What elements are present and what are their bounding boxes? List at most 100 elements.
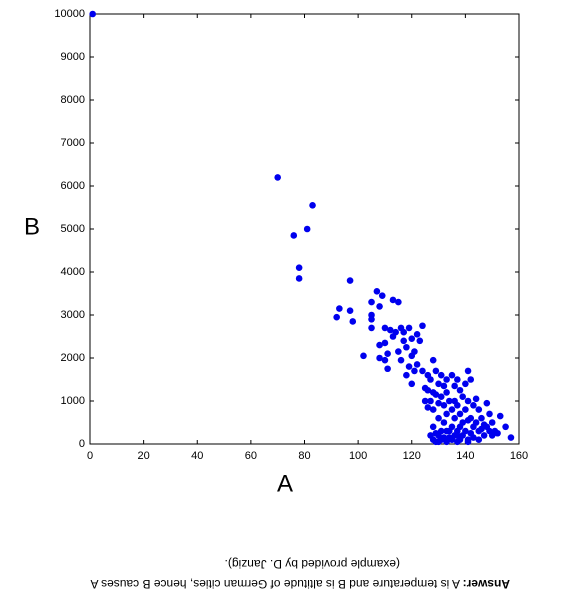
point [448, 406, 456, 413]
point [494, 429, 501, 437]
point [462, 406, 469, 413]
y-tick-label: 4000 [61, 266, 85, 278]
point [346, 307, 354, 315]
point [413, 361, 421, 368]
point [290, 232, 298, 239]
point [336, 305, 343, 312]
point [400, 337, 408, 345]
x-tick-label: 80 [298, 450, 310, 462]
point [454, 376, 461, 383]
x-tick-label: 140 [456, 450, 474, 462]
point [448, 423, 456, 431]
point [486, 410, 493, 418]
point [376, 354, 383, 362]
y-tick-label: 0 [79, 438, 85, 450]
point [478, 414, 485, 422]
point [378, 292, 386, 299]
point [405, 324, 413, 332]
caption: Answer: A is temperature and B is altitu… [90, 557, 510, 591]
point [408, 380, 416, 388]
point [360, 352, 367, 360]
point [451, 382, 458, 390]
answer: Answer: A is temperature and B is altitu… [90, 577, 510, 591]
point [437, 427, 445, 435]
point [427, 397, 434, 405]
point [368, 298, 375, 306]
point [462, 427, 469, 435]
point [376, 341, 383, 349]
point [408, 335, 416, 342]
point [440, 402, 448, 409]
point [397, 356, 405, 364]
y-tick-label: 3000 [61, 309, 85, 321]
point [451, 414, 458, 422]
point [443, 389, 450, 396]
point [419, 322, 426, 330]
point [349, 318, 357, 325]
point [395, 348, 402, 355]
x-axis-label: A [277, 470, 293, 497]
point [403, 371, 410, 379]
point [496, 412, 504, 420]
y-tick-label: 8000 [61, 94, 85, 106]
point [432, 367, 440, 375]
point [400, 328, 408, 336]
answer-label: Answer: [463, 577, 510, 591]
point [427, 432, 434, 439]
y-tick-label: 5000 [61, 223, 85, 235]
point [437, 371, 445, 379]
credit: (example provided by D. Janzig). [225, 557, 400, 571]
x-tick-label: 20 [138, 450, 150, 462]
point [456, 386, 464, 394]
point [432, 438, 440, 446]
point [427, 376, 434, 383]
y-tick-label: 6000 [61, 180, 85, 192]
point [411, 348, 418, 355]
point [413, 331, 421, 338]
point [89, 10, 96, 18]
answer-text: A is temperature and B is altitude of Ge… [90, 577, 460, 591]
point [405, 363, 413, 370]
y-axis-label: B [24, 213, 40, 240]
point [470, 434, 477, 441]
point [368, 324, 375, 332]
point [381, 324, 389, 332]
point [411, 367, 418, 375]
point [373, 288, 381, 295]
point [419, 367, 426, 375]
point [309, 202, 316, 209]
point [464, 438, 472, 446]
point [381, 356, 389, 364]
point [440, 419, 448, 426]
point [472, 395, 480, 403]
point [424, 404, 432, 411]
point [387, 326, 394, 334]
point [472, 419, 480, 426]
point [443, 410, 450, 418]
point [333, 313, 340, 321]
point [295, 275, 303, 282]
point [483, 399, 491, 407]
point [464, 397, 472, 405]
point [443, 376, 450, 383]
point [470, 402, 477, 409]
point [435, 399, 442, 407]
point [488, 419, 496, 426]
point [368, 316, 375, 323]
point [303, 225, 311, 233]
point [440, 382, 448, 390]
point [416, 337, 424, 345]
x-tick-label: 0 [87, 450, 93, 462]
point [384, 350, 391, 358]
point [346, 277, 354, 284]
point [454, 432, 461, 439]
point [435, 414, 442, 422]
point [381, 339, 389, 347]
point [435, 380, 442, 388]
point [395, 298, 402, 306]
y-tick-label: 1000 [61, 395, 85, 407]
point [445, 397, 453, 405]
point [454, 402, 461, 409]
